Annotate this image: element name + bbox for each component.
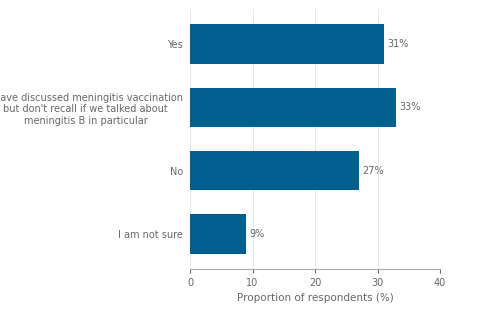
Bar [190, 214, 246, 254]
Text: 31%: 31% [387, 39, 408, 49]
Text: 33%: 33% [400, 102, 421, 112]
Text: 27%: 27% [362, 166, 384, 176]
X-axis label: Proportion of respondents (%): Proportion of respondents (%) [236, 294, 394, 303]
Bar [190, 24, 384, 64]
Bar [190, 151, 359, 190]
Bar [190, 88, 396, 127]
Text: 9%: 9% [250, 229, 264, 239]
